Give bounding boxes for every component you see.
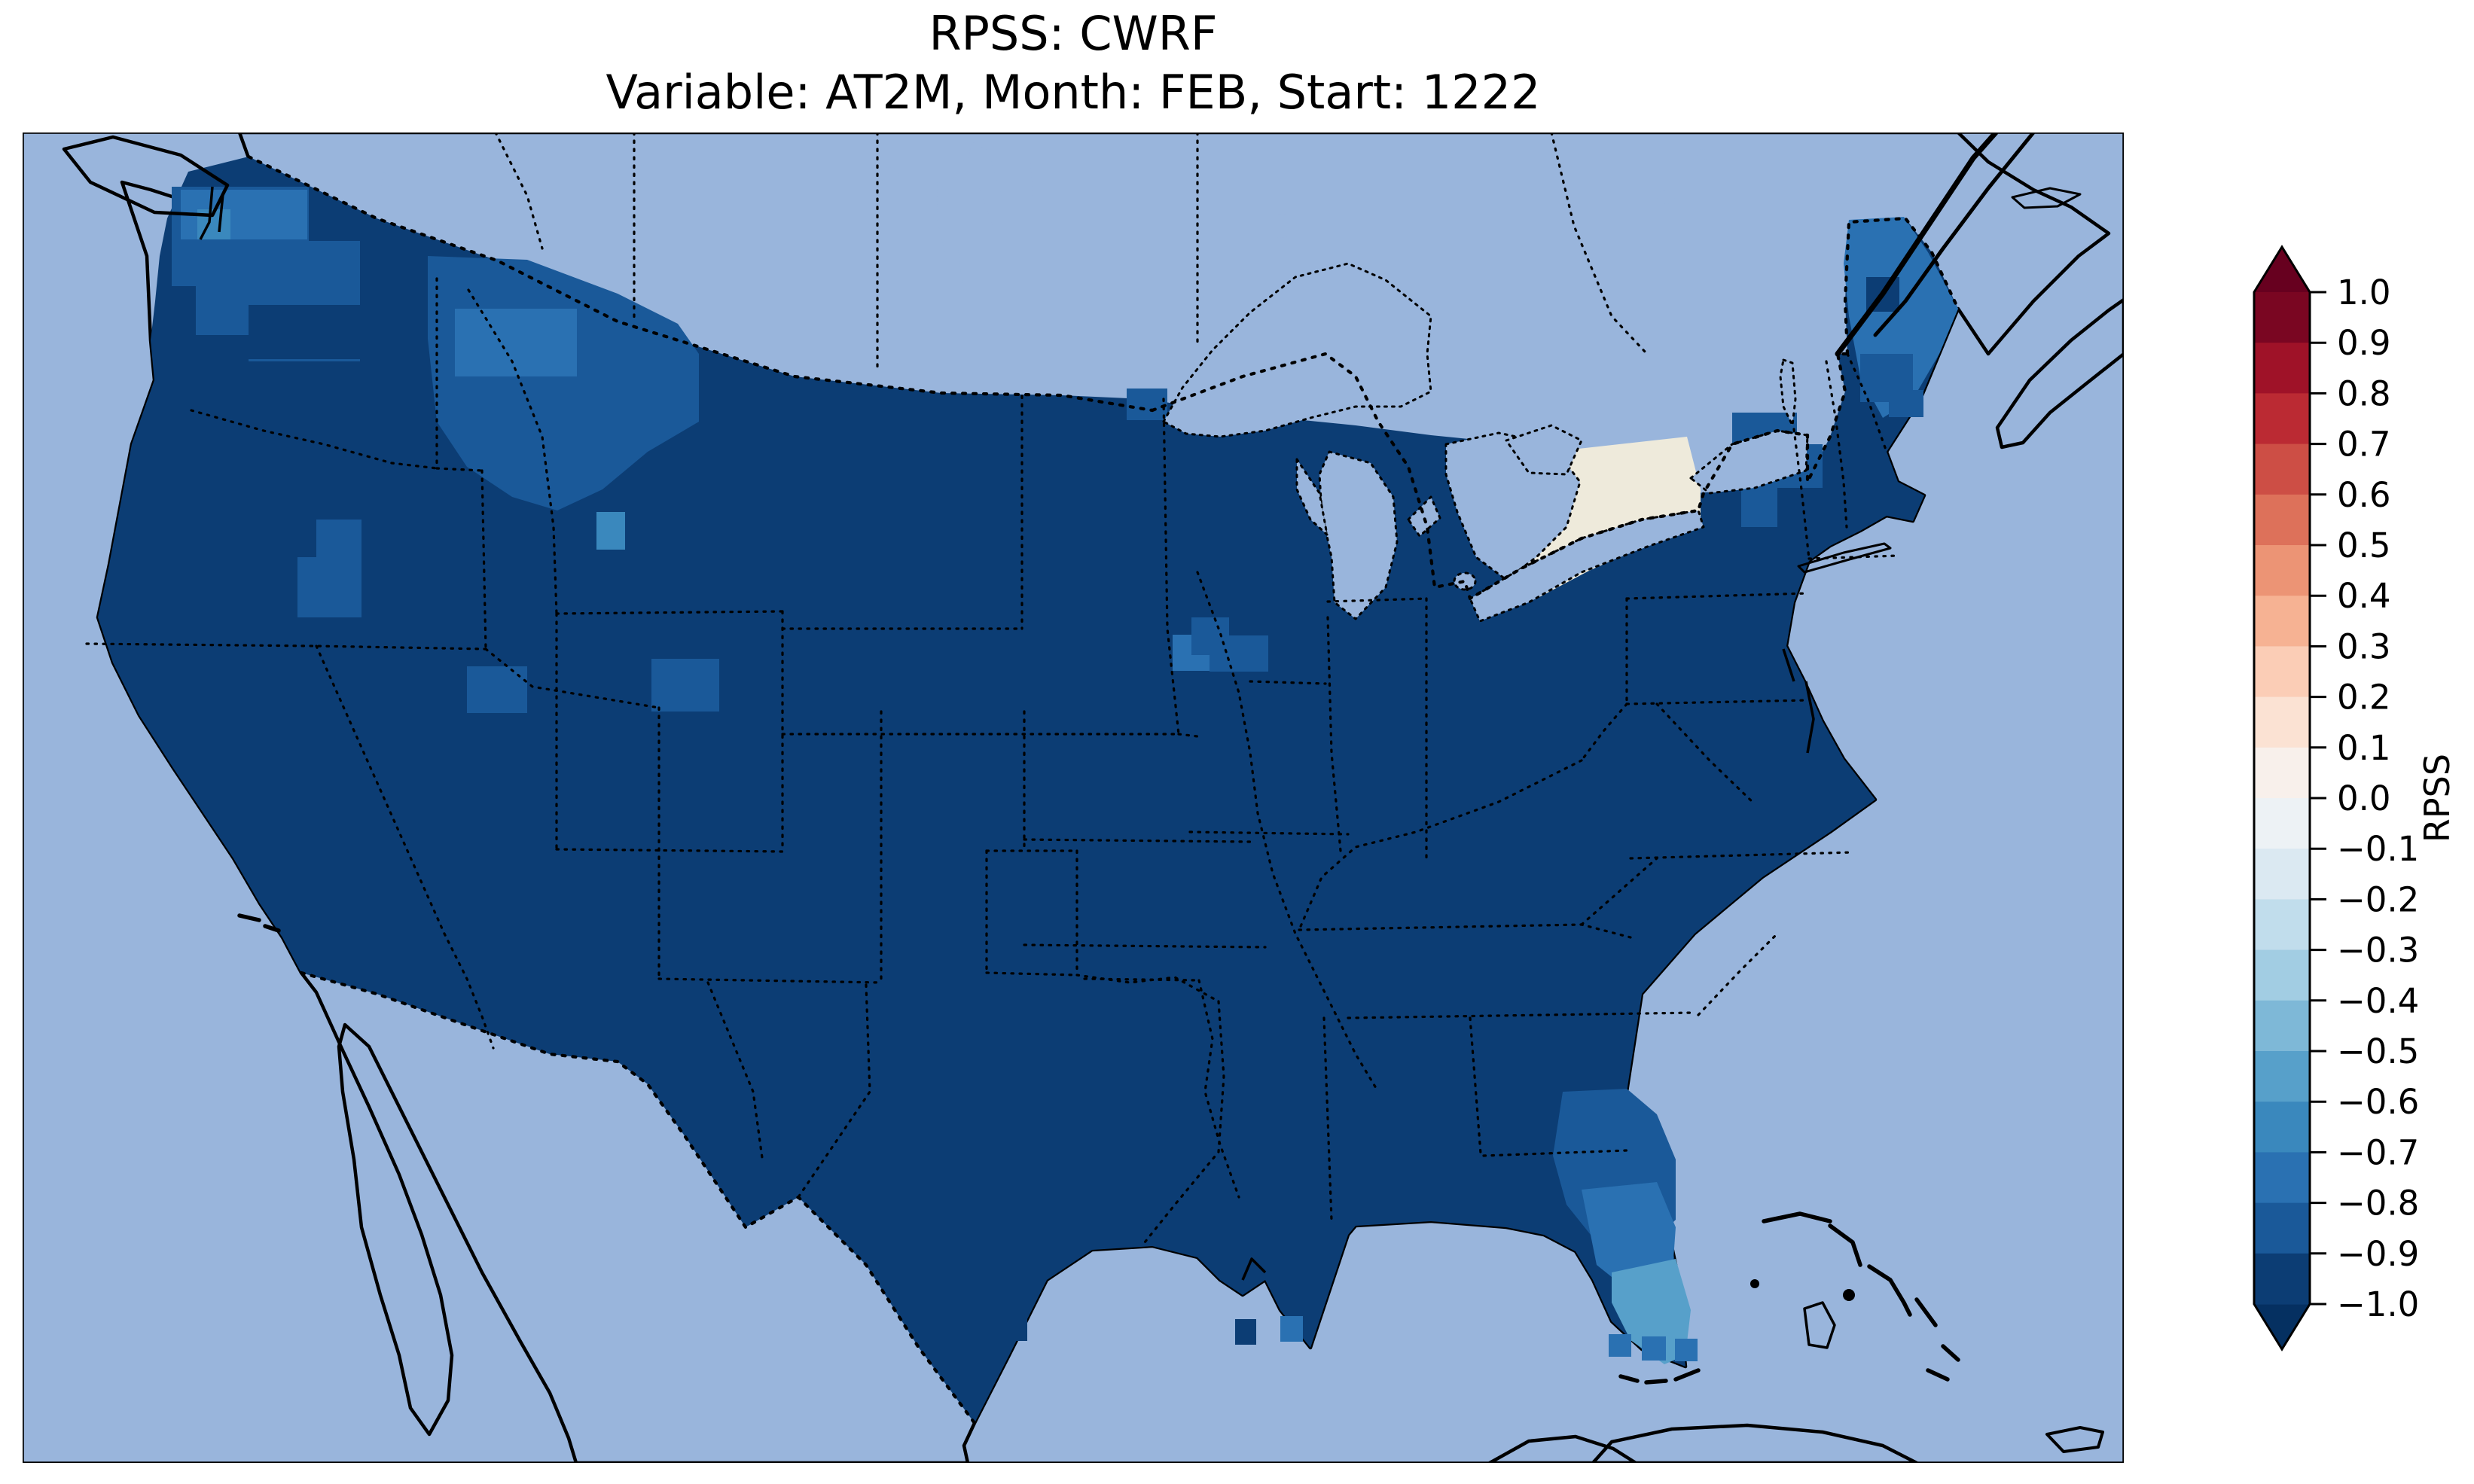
- us-mexico-border: [299, 971, 977, 1425]
- ragged-island: [1926, 1368, 1950, 1382]
- colorbar-segment: [2254, 696, 2310, 748]
- colorbar-tick-label: 0.9: [2337, 323, 2391, 363]
- colorbar-tick-label: 0.2: [2337, 678, 2391, 718]
- florida-keys-3: [1618, 1374, 1640, 1383]
- colorbar-segment: [2254, 292, 2310, 343]
- colorbar-tick-label: 0.0: [2337, 779, 2391, 818]
- cuba-east-cay: [2045, 1426, 2104, 1453]
- grand-bahama: [1762, 1211, 1832, 1223]
- colorbar-tick-label: −0.6: [2337, 1082, 2419, 1122]
- long-island-bahamas: [1941, 1344, 1960, 1362]
- colorbar-tick-label: −0.7: [2337, 1132, 2419, 1172]
- coastal-details: [199, 186, 1815, 1281]
- country-borders: [246, 154, 1960, 1425]
- abaco-island: [1828, 1223, 1862, 1267]
- colorbar-segment: [2254, 1000, 2310, 1052]
- florida-keys-2: [1644, 1379, 1668, 1385]
- colorbar-segment: [2254, 393, 2310, 445]
- colorbar-segment: [2254, 1051, 2310, 1102]
- long-island-ny: [1797, 542, 1892, 574]
- lake-champlain: [1779, 358, 1797, 427]
- channel-islands: [237, 913, 261, 922]
- colorbar-segment: [2254, 545, 2310, 596]
- colorbar-arrow-bottom: [2254, 1304, 2310, 1349]
- st-lawrence-river: [1835, 133, 2036, 357]
- colorbar-tick-label: 0.1: [2337, 728, 2391, 768]
- lake-michigan: [1318, 450, 1399, 620]
- colorbar-segment: [2254, 1253, 2310, 1305]
- nova-scotia: [1995, 297, 2124, 449]
- prince-edward-island: [2011, 187, 2082, 209]
- chart-subtitle: Variable: AT2M, Month: FEB, Start: 1222: [606, 65, 1541, 120]
- cat-island: [1914, 1297, 1938, 1327]
- colorbar-segment: [2254, 596, 2310, 647]
- us-canada-border-lakes: [1150, 352, 1850, 601]
- colorbar-tick-label: 0.5: [2337, 526, 2391, 565]
- colorbar-tick-label: 0.4: [2337, 576, 2391, 616]
- us-canada-border: [246, 154, 1155, 413]
- colorbar-tick-label: 0.6: [2337, 475, 2391, 515]
- colorbar-tick-label: −0.3: [2337, 931, 2419, 971]
- yucatan: [1487, 1434, 1638, 1463]
- colorbar-tick-label: −0.2: [2337, 879, 2419, 919]
- saginaw-bay: [1407, 495, 1441, 538]
- colorbar-tick-label: 1.0: [2337, 273, 2391, 312]
- cuba: [1591, 1423, 1919, 1463]
- colorbar-segment: [2254, 443, 2310, 495]
- colorbar-segment: [2254, 747, 2310, 799]
- rpss-light-patches: [172, 187, 1958, 1364]
- channel-islands-2: [263, 924, 281, 933]
- green-bay: [1295, 458, 1329, 536]
- colorbar-tick-label: −0.5: [2337, 1031, 2419, 1071]
- colorbar-tick-label: −0.9: [2337, 1234, 2419, 1274]
- colorbar-tick-label: −0.4: [2337, 981, 2419, 1021]
- florida-keys: [1673, 1368, 1701, 1382]
- us-canada-border-maine: [1843, 216, 1960, 356]
- colorbar-ticks: 1.0 0.9 0.8 0.7 0.6 0.5 0.4 0.3 0.2 0.1 0.0 −0.1 −0.…: [2310, 273, 2419, 1324]
- colorbar-segment: [2254, 1202, 2310, 1254]
- lake-superior: [1162, 262, 1432, 438]
- colorbar-tick-label: 0.3: [2337, 626, 2391, 666]
- map-area: [23, 133, 2124, 1463]
- colorbar-tick-label: 0.7: [2337, 425, 2391, 465]
- colorbar-segment: [2254, 798, 2310, 849]
- state-borders: [85, 133, 1899, 1244]
- colorbar-segments: [2254, 292, 2310, 1305]
- colorbar-arrow-top: [2254, 247, 2310, 292]
- canada-lakes: [381, 142, 1710, 306]
- colorbar-segment: [2254, 1102, 2310, 1153]
- vancouver-island: [62, 135, 230, 218]
- colorbar-tick-label: −1.0: [2337, 1284, 2419, 1324]
- colorbar-tick-label: 0.8: [2337, 373, 2391, 413]
- colorbar-axis-label: RPSS: [2417, 754, 2457, 843]
- georgian-bay: [1505, 424, 1583, 476]
- colorbar-segment: [2254, 849, 2310, 900]
- eleuthera-island: [1867, 1264, 1912, 1317]
- new-providence: [1843, 1289, 1855, 1301]
- colorbar-segment: [2254, 1152, 2310, 1204]
- colorbar-tick-label: −0.1: [2337, 829, 2419, 869]
- lake-st-clair: [1453, 571, 1477, 591]
- bimini: [1750, 1279, 1759, 1288]
- colorbar-segment: [2254, 949, 2310, 1001]
- colorbar-tick-label: −0.8: [2337, 1184, 2419, 1223]
- colorbar-segment: [2254, 494, 2310, 546]
- andros-island: [1803, 1301, 1836, 1349]
- colorbar-segment: [2254, 646, 2310, 698]
- islands: [62, 135, 2124, 1463]
- colorbar-segment: [2254, 343, 2310, 394]
- lake-ontario: [1689, 429, 1809, 495]
- colorbar-segment: [2254, 899, 2310, 951]
- chart-title: RPSS: CWRF: [929, 6, 1217, 61]
- colorbar: 1.0 0.9 0.8 0.7 0.6 0.5 0.4 0.3 0.2 0.1 0.0 −0.1 −0.…: [2253, 245, 2457, 1351]
- great-lakes: [1162, 262, 1809, 623]
